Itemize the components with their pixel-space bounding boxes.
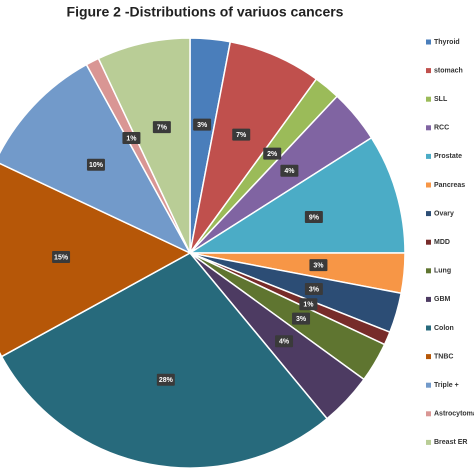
data-label-box: [232, 128, 251, 141]
data-label-text: 9%: [309, 214, 320, 221]
legend-swatch: [426, 411, 431, 417]
data-label-text: 1%: [126, 135, 137, 142]
legend-swatch: [426, 153, 431, 159]
data-label: 1%: [122, 132, 141, 145]
data-label: 4%: [275, 335, 294, 348]
data-label-text: 3%: [313, 262, 324, 269]
data-label-box: [275, 335, 294, 348]
data-label-box: [156, 373, 175, 386]
data-label-box: [299, 298, 318, 311]
legend-label: MDD: [434, 239, 450, 246]
legend-swatch: [426, 182, 431, 188]
legend-swatch: [426, 439, 431, 445]
legend-swatch: [426, 39, 431, 45]
data-label: 1%: [299, 298, 318, 311]
legend-label: stomach: [434, 67, 463, 74]
data-label-text: 10%: [89, 162, 104, 169]
pie-slice: [0, 162, 192, 358]
data-label: 7%: [232, 128, 251, 141]
legend-label: Pancreas: [434, 182, 465, 189]
data-label-text: 4%: [279, 339, 290, 346]
data-label-text: 3%: [309, 286, 320, 293]
data-label: 15%: [52, 251, 71, 264]
data-label-box: [304, 211, 323, 224]
legend-swatch: [426, 268, 431, 274]
data-label-box: [152, 121, 171, 134]
data-label: 7%: [152, 121, 171, 134]
data-label: 10%: [86, 158, 105, 171]
data-label-box: [280, 164, 299, 177]
data-label: 9%: [304, 211, 323, 224]
data-label-box: [122, 132, 141, 145]
legend-label: GBM: [434, 296, 451, 303]
data-label: 3%: [193, 118, 212, 131]
data-label: 4%: [280, 164, 299, 177]
data-label-box: [52, 251, 71, 264]
legend-label: Colon: [434, 325, 454, 332]
legend-swatch: [426, 296, 431, 302]
data-label: 28%: [156, 373, 175, 386]
data-label-text: 3%: [296, 316, 307, 323]
legend-label: SLL: [434, 96, 448, 103]
legend-label: RCC: [434, 125, 449, 132]
legend-label: Prostate: [434, 153, 462, 160]
legend-swatch: [426, 382, 431, 388]
data-label-box: [86, 158, 105, 171]
data-label-text: 3%: [197, 122, 208, 129]
legend-swatch: [426, 68, 431, 74]
legend-swatch: [426, 354, 431, 360]
legend-swatch: [426, 325, 431, 331]
data-label: 2%: [263, 147, 282, 160]
data-label-text: 2%: [267, 151, 278, 158]
data-label-text: 7%: [157, 124, 168, 131]
pie-slice: [97, 37, 191, 254]
data-label-text: 7%: [236, 132, 247, 139]
pie-slice: [187, 136, 406, 254]
data-label-box: [309, 259, 328, 272]
data-label-text: 4%: [284, 168, 295, 175]
legend-label: Ovary: [434, 210, 454, 217]
data-label-box: [304, 282, 323, 295]
legend-label: Thyroid: [434, 39, 460, 46]
data-label-box: [292, 312, 311, 325]
data-label: 3%: [309, 259, 328, 272]
data-label: 3%: [292, 312, 311, 325]
legend-swatch: [426, 96, 431, 102]
legend-swatch: [426, 125, 431, 131]
legend-label: Breast ER: [434, 439, 467, 446]
legend-label: Triple +: [434, 382, 459, 389]
data-label-text: 1%: [303, 302, 314, 309]
legend-label: TNBC: [434, 353, 453, 360]
legend-swatch: [426, 239, 431, 245]
data-label-box: [193, 118, 212, 131]
chart-title: Figure 2 -Distributions of variuos cance…: [67, 4, 344, 20]
data-label: 3%: [304, 282, 323, 295]
data-label-box: [263, 147, 282, 160]
pie-slice: [0, 252, 329, 469]
data-label-text: 28%: [159, 377, 174, 384]
legend-label: Lung: [434, 268, 451, 275]
legend-label: Astrocytoma: [434, 411, 474, 418]
legend-swatch: [426, 211, 431, 217]
data-label-text: 15%: [54, 254, 69, 261]
